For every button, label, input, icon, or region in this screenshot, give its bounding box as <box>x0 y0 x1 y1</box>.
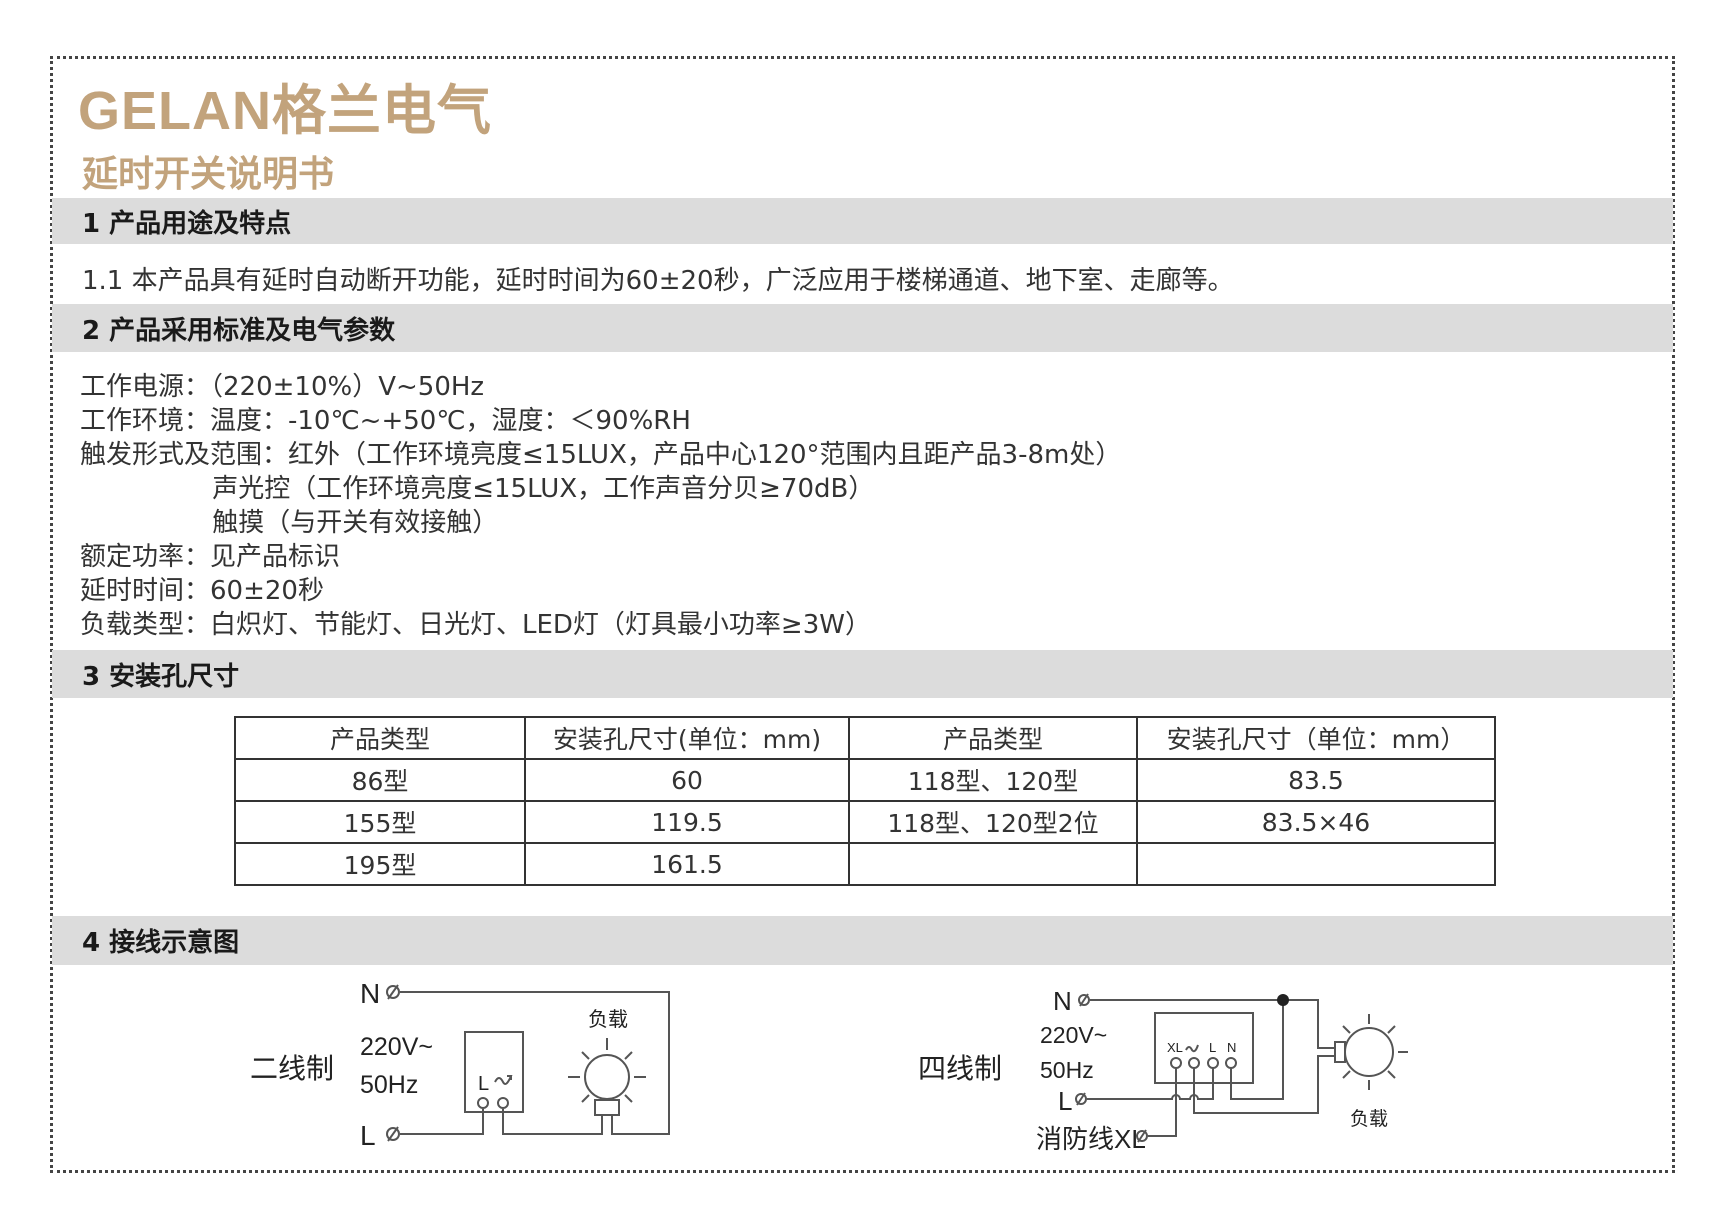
section-heading-1: 1 产品用途及特点 <box>52 198 1673 244</box>
param-line: 延时时间：60±20秒 <box>80 576 324 606</box>
section-heading-2: 2 产品采用标准及电气参数 <box>52 304 1673 352</box>
section-heading-3: 3 安装孔尺寸 <box>52 650 1673 698</box>
param-line: 触摸（与开关有效接触） <box>80 508 499 538</box>
table-cell <box>1136 842 1496 886</box>
table-cell: 195型 <box>234 842 526 886</box>
document-title: 延时开关说明书 <box>82 154 335 195</box>
table-cell: 118型、120型 <box>848 758 1138 802</box>
param-line: 声光控（工作环境亮度≤15LUX，工作声音分贝≥70dB） <box>80 474 875 504</box>
table-header: 产品类型 <box>848 716 1138 760</box>
table-cell: 118型、120型2位 <box>848 800 1138 844</box>
param-line: 负载类型：白炽灯、节能灯、日光灯、LED灯（灯具最小功率≥3W） <box>80 610 871 640</box>
hole-size-table: 产品类型 安装孔尺寸(单位：mm) 产品类型 安装孔尺寸（单位：mm） 86型 … <box>234 716 1496 886</box>
table-cell: 155型 <box>234 800 526 844</box>
table-row: 86型 60 118型、120型 83.5 <box>234 758 1496 802</box>
table-header: 产品类型 <box>234 716 526 760</box>
table-cell: 83.5×46 <box>1136 800 1496 844</box>
table-cell: 83.5 <box>1136 758 1496 802</box>
table-cell <box>848 842 1138 886</box>
section-heading-4: 4 接线示意图 <box>52 916 1673 965</box>
table-row: 155型 119.5 118型、120型2位 83.5×46 <box>234 800 1496 844</box>
table-cell: 161.5 <box>524 842 850 886</box>
param-line: 工作环境：温度：-10℃~+50℃，湿度：＜90%RH <box>80 406 691 436</box>
table-header: 安装孔尺寸(单位：mm) <box>524 716 850 760</box>
brand-logo: GELAN格兰电气 <box>78 81 492 141</box>
table-cell: 86型 <box>234 758 526 802</box>
param-line: 额定功率：见产品标识 <box>80 542 341 572</box>
dotted-border <box>50 56 1675 1173</box>
table-header: 安装孔尺寸（单位：mm） <box>1136 716 1496 760</box>
table-cell: 119.5 <box>524 800 850 844</box>
section1-text: 1.1 本产品具有延时自动断开功能，延时时间为60±20秒，广泛应用于楼梯通道、… <box>82 266 1234 296</box>
param-line: 触发形式及范围：红外（工作环境亮度≤15LUX，产品中心120°范围内且距产品3… <box>80 440 1122 470</box>
param-line: 工作电源：（220±10%）V~50Hz <box>80 372 485 402</box>
table-cell: 60 <box>524 758 850 802</box>
table-header-row: 产品类型 安装孔尺寸(单位：mm) 产品类型 安装孔尺寸（单位：mm） <box>234 716 1496 760</box>
table-row: 195型 161.5 <box>234 842 1496 886</box>
